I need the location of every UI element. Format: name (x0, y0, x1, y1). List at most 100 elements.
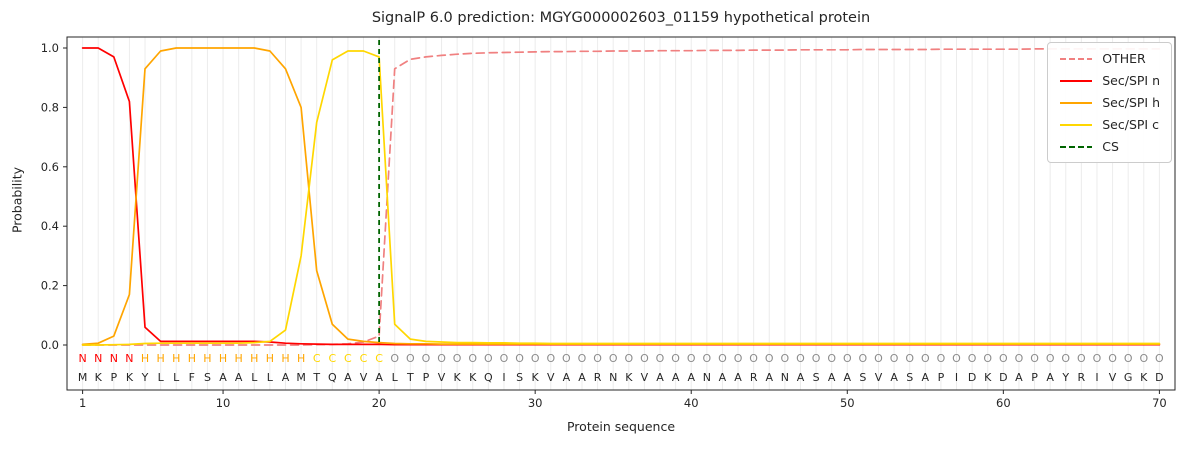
region-letter: O (624, 352, 633, 365)
region-letter: O (734, 352, 743, 365)
sequence-letter: L (392, 371, 399, 384)
y-tick-label: 0.0 (41, 338, 59, 352)
region-letter: O (749, 352, 758, 365)
x-tick-label: 20 (372, 396, 387, 410)
x-tick-label: 50 (840, 396, 855, 410)
region-letter: C (360, 352, 368, 365)
sequence-letter: D (968, 371, 976, 384)
sequence-letter: K (1140, 371, 1148, 384)
region-letter: O (1093, 352, 1102, 365)
sequence-letter: K (469, 371, 477, 384)
sequence-letter: F (189, 371, 195, 384)
region-letter: H (281, 352, 289, 365)
legend-label: Sec/SPI h (1102, 95, 1160, 110)
sequence-letter: R (1078, 371, 1086, 384)
region-letter: O (1030, 352, 1039, 365)
x-tick-label: 70 (1152, 396, 1167, 410)
sequence-letter: A (672, 371, 680, 384)
region-letter: H (156, 352, 164, 365)
legend-swatch-other (1060, 57, 1093, 60)
sequence-letter: P (1031, 371, 1038, 384)
region-letter: C (375, 352, 383, 365)
sequence-letter: K (95, 371, 103, 384)
sequence-letter: P (110, 371, 117, 384)
sequence-letter: D (999, 371, 1007, 384)
region-letter: H (141, 352, 149, 365)
y-tick-label: 0.2 (41, 279, 59, 293)
legend-swatch-cs (1060, 145, 1093, 148)
sequence-letter: T (312, 371, 320, 384)
legend-item: Sec/SPI c (1059, 117, 1160, 132)
region-letter: O (437, 352, 446, 365)
x-axis-label: Protein sequence (566, 419, 676, 434)
sequence-letter: Y (1061, 371, 1069, 384)
y-tick-label: 0.8 (41, 100, 59, 114)
sequence-letter: S (516, 371, 523, 384)
region-letter: O (515, 352, 524, 365)
sequence-letter: S (204, 371, 211, 384)
region-letter: O (468, 352, 477, 365)
sequence-letter: Y (141, 371, 149, 384)
region-letter: O (952, 352, 961, 365)
sequence-letter: A (687, 371, 695, 384)
legend-item: CS (1059, 139, 1160, 154)
legend-label: CS (1102, 139, 1119, 154)
region-letter: N (94, 352, 102, 365)
sequence-letter: R (594, 371, 602, 384)
series-sec-spi-h (81, 47, 1161, 346)
region-letter: O (874, 352, 883, 365)
sequence-letter: A (375, 371, 383, 384)
series-other (81, 48, 1161, 346)
sequence-letter: A (1046, 371, 1054, 384)
region-letter: H (172, 352, 180, 365)
region-letter: O (796, 352, 805, 365)
sequence-letter: N (781, 371, 789, 384)
sequence-letter: A (578, 371, 586, 384)
sequence-letter: V (1109, 371, 1117, 384)
y-tick-label: 1.0 (41, 41, 59, 55)
legend-swatch-sec-spi-n (1060, 79, 1093, 82)
region-letter: H (250, 352, 258, 365)
region-letter: O (671, 352, 680, 365)
sequence-letter: S (906, 371, 913, 384)
region-letter: C (344, 352, 352, 365)
region-letter: H (266, 352, 274, 365)
x-tick-label: 30 (528, 396, 543, 410)
sequence-letter: A (765, 371, 773, 384)
region-letter: H (235, 352, 243, 365)
sequence-letter: V (360, 371, 368, 384)
sequence-letter: S (813, 371, 820, 384)
region-letter: H (297, 352, 305, 365)
x-tick-label: 1 (79, 396, 86, 410)
region-letter: O (656, 352, 665, 365)
region-letter: O (1077, 352, 1086, 365)
sequence-letter: A (719, 371, 727, 384)
sequence-letter: A (734, 371, 742, 384)
y-tick-label: 0.6 (41, 160, 59, 174)
sequence-letter: I (502, 371, 505, 384)
sequence-letter: A (797, 371, 805, 384)
region-letter: O (1046, 352, 1055, 365)
region-letter: O (390, 352, 399, 365)
legend-swatch-sec-spi-h (1060, 101, 1093, 104)
region-letter: O (593, 352, 602, 365)
sequence-letter: A (656, 371, 664, 384)
region-letter: O (578, 352, 587, 365)
sequence-letter: A (890, 371, 898, 384)
region-letter: N (78, 352, 86, 365)
region-letter: O (562, 352, 571, 365)
region-letter: O (422, 352, 431, 365)
sequence-letter: M (78, 371, 88, 384)
region-letter: O (1015, 352, 1024, 365)
sequence-letter: Q (328, 371, 337, 384)
legend: OTHER Sec/SPI n Sec/SPI h Sec/SPI c CS (1047, 42, 1172, 163)
region-letter: O (843, 352, 852, 365)
sequence-letter: A (844, 371, 852, 384)
sequence-letter: D (1155, 371, 1163, 384)
region-letter: O (1061, 352, 1070, 365)
region-letter: O (1124, 352, 1133, 365)
region-letter: H (188, 352, 196, 365)
legend-item: Sec/SPI n (1059, 73, 1160, 88)
sequence-letter: N (609, 371, 617, 384)
